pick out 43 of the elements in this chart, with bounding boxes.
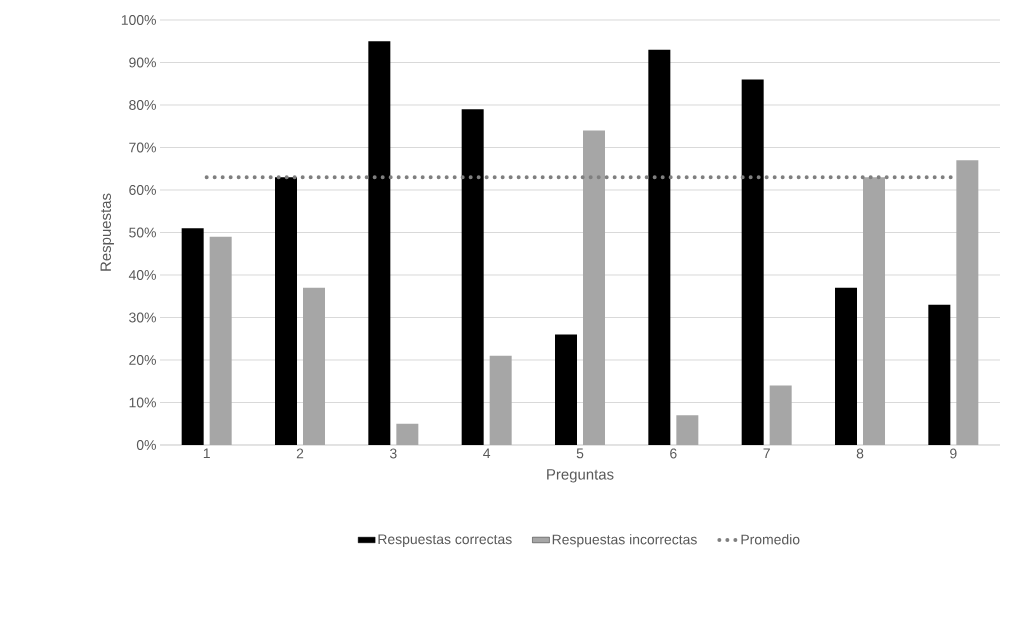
y-tick-label: 20%	[129, 355, 156, 365]
x-tick-label: 5	[576, 448, 584, 459]
bar	[648, 49, 671, 445]
bar	[209, 236, 232, 445]
bar	[741, 79, 764, 445]
bar	[303, 287, 325, 445]
bar	[275, 177, 297, 445]
x-tick-label: 3	[389, 448, 397, 459]
bar	[835, 287, 858, 445]
legend-label: Respuestas correctas	[378, 534, 512, 547]
bar	[555, 334, 577, 445]
x-tick-label: 7	[763, 448, 770, 459]
bar	[928, 304, 951, 445]
bar	[956, 160, 979, 445]
bar	[489, 355, 512, 445]
y-tick-label: 70%	[129, 142, 156, 153]
bar	[368, 41, 391, 445]
x-tick-label: 2	[296, 448, 304, 459]
legend-label: Promedio	[741, 534, 800, 545]
legend-label: Respuestas incorrectas	[552, 534, 697, 548]
y-tick-label: 90%	[129, 57, 156, 68]
y-tick-label: 80%	[129, 100, 156, 110]
y-axis-title: Respuestas	[100, 193, 114, 271]
bar	[181, 228, 204, 445]
bar	[676, 415, 699, 445]
bar	[769, 385, 792, 445]
x-tick-label: 6	[670, 448, 677, 459]
bar	[396, 423, 419, 445]
x-tick-label: 4	[483, 448, 491, 459]
y-tick-label: 0%	[136, 440, 156, 450]
bar	[863, 177, 886, 445]
x-tick-label: 8	[856, 448, 864, 459]
y-tick-label: 50%	[129, 227, 156, 238]
bar	[461, 109, 484, 445]
y-tick-label: 10%	[129, 397, 156, 408]
x-tick-label: 9	[950, 448, 957, 459]
y-tick-label: 30%	[129, 312, 156, 323]
y-tick-label: 100%	[121, 15, 156, 25]
bar	[583, 130, 605, 445]
x-tick-label: 1	[203, 448, 210, 459]
y-tick-label: 40%	[128, 270, 156, 280]
y-tick-label: 60%	[129, 185, 156, 195]
x-axis-title: Preguntas	[547, 469, 614, 483]
